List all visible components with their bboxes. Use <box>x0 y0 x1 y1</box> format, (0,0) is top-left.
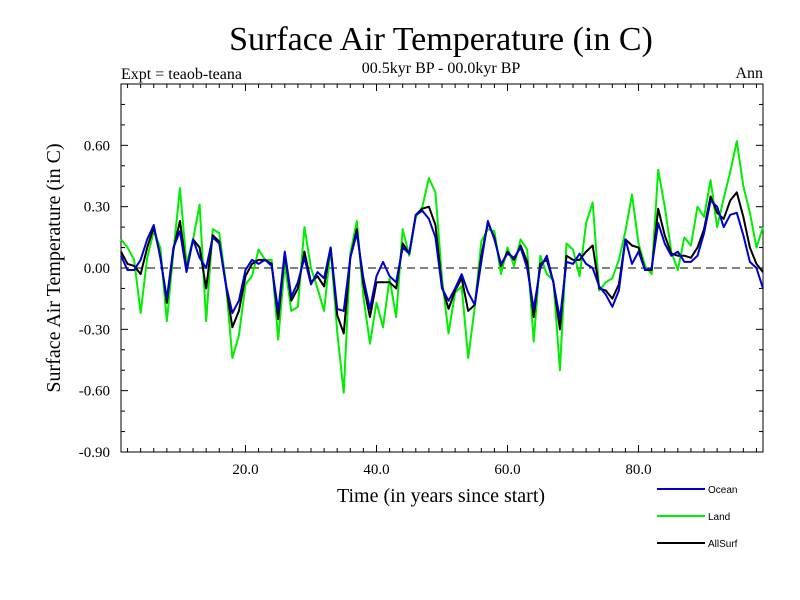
plot-area <box>120 83 764 453</box>
y-tick-label: -0.30 <box>79 322 110 338</box>
y-tick-label: -0.60 <box>79 384 110 400</box>
x-tick-label: 60.0 <box>494 462 520 478</box>
chart-title: Surface Air Temperature (in C) <box>229 21 653 58</box>
experiment-label: Expt = teaob-teana <box>121 66 242 83</box>
y-tick-label: -0.90 <box>79 445 110 461</box>
x-tick-label: 20.0 <box>232 462 258 478</box>
y-tick-label: 0.30 <box>84 200 110 216</box>
period-label: 00.5kyr BP - 00.0kyr BP <box>362 60 521 77</box>
y-tick-label: 0.60 <box>84 138 110 154</box>
x-tick-labels: 20.0 40.0 60.0 80.0 <box>232 462 651 478</box>
series-line-land <box>120 140 764 394</box>
series-line-ocean <box>120 199 764 321</box>
legend: Ocean Land AllSurf <box>657 485 738 550</box>
legend-label-ocean: Ocean <box>708 485 737 496</box>
x-axis-label: Time (in years since start) <box>337 485 545 507</box>
season-label: Ann <box>735 65 763 82</box>
legend-label-allsurf: AllSurf <box>708 539 738 550</box>
y-tick-label: 0.00 <box>84 261 110 277</box>
series-lines <box>120 140 764 394</box>
legend-label-land: Land <box>708 512 730 523</box>
x-tick-label: 80.0 <box>625 462 651 478</box>
x-tick-label: 40.0 <box>363 462 389 478</box>
y-axis-label: Surface Air Temperature (in C) <box>43 143 65 392</box>
y-tick-labels: -0.90 -0.60 -0.30 0.00 0.30 0.60 <box>79 138 110 461</box>
